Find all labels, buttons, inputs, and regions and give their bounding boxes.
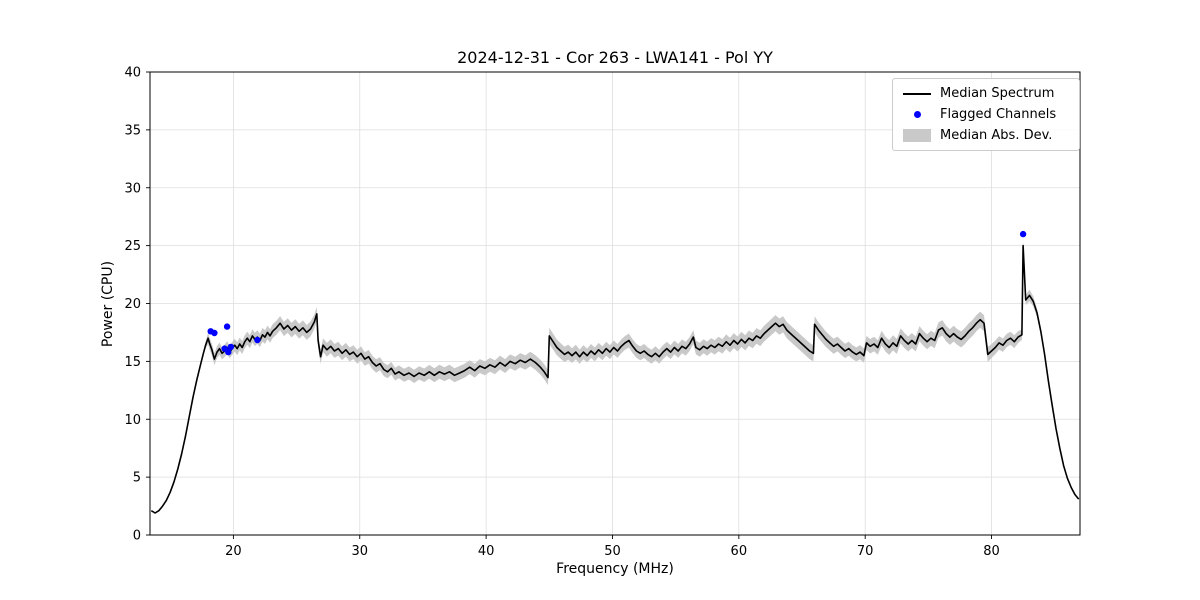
legend: Median Spectrum Flagged Channels Median … <box>892 78 1080 151</box>
median-spectrum-line-icon <box>902 92 932 95</box>
legend-item-flagged-channels: Flagged Channels <box>902 107 1070 122</box>
svg-text:0: 0 <box>133 529 141 544</box>
svg-text:20: 20 <box>225 544 242 559</box>
svg-text:60: 60 <box>731 544 748 559</box>
legend-item-median-spectrum: Median Spectrum <box>902 86 1070 101</box>
legend-label-median-spectrum: Median Spectrum <box>940 86 1055 101</box>
svg-text:40: 40 <box>478 544 495 559</box>
flagged-channel-dot-icon <box>902 111 932 118</box>
svg-text:30: 30 <box>124 181 141 196</box>
flagged-channels <box>207 230 1027 356</box>
svg-text:30: 30 <box>351 544 368 559</box>
svg-text:15: 15 <box>124 355 141 370</box>
legend-label-flagged-channels: Flagged Channels <box>940 107 1057 122</box>
axes-frame <box>149 71 1081 536</box>
mad-patch-icon <box>902 129 932 142</box>
svg-text:5: 5 <box>133 471 141 486</box>
svg-text:10: 10 <box>124 413 141 428</box>
svg-text:70: 70 <box>857 544 874 559</box>
y-axis-label: Power (CPU) <box>100 261 116 347</box>
grid-lines <box>150 71 1080 536</box>
legend-label-mad: Median Abs. Dev. <box>940 128 1053 143</box>
tick-marks-and-labels: 20 30 40 50 60 70 80 0 5 10 15 20 25 30 35 40 <box>124 66 999 560</box>
x-axis-label: Frequency (MHz) <box>556 561 674 577</box>
svg-text:80: 80 <box>983 544 1000 559</box>
chart-title: 2024-12-31 - Cor 263 - LWA141 - Pol YY <box>457 48 773 67</box>
svg-text:50: 50 <box>604 544 621 559</box>
svg-text:25: 25 <box>124 239 141 254</box>
svg-text:40: 40 <box>124 66 141 81</box>
svg-text:35: 35 <box>124 123 141 138</box>
svg-text:20: 20 <box>124 297 141 312</box>
median-spectrum-line <box>150 244 1080 514</box>
legend-item-mad: Median Abs. Dev. <box>902 128 1070 143</box>
mad-band <box>151 241 1079 513</box>
